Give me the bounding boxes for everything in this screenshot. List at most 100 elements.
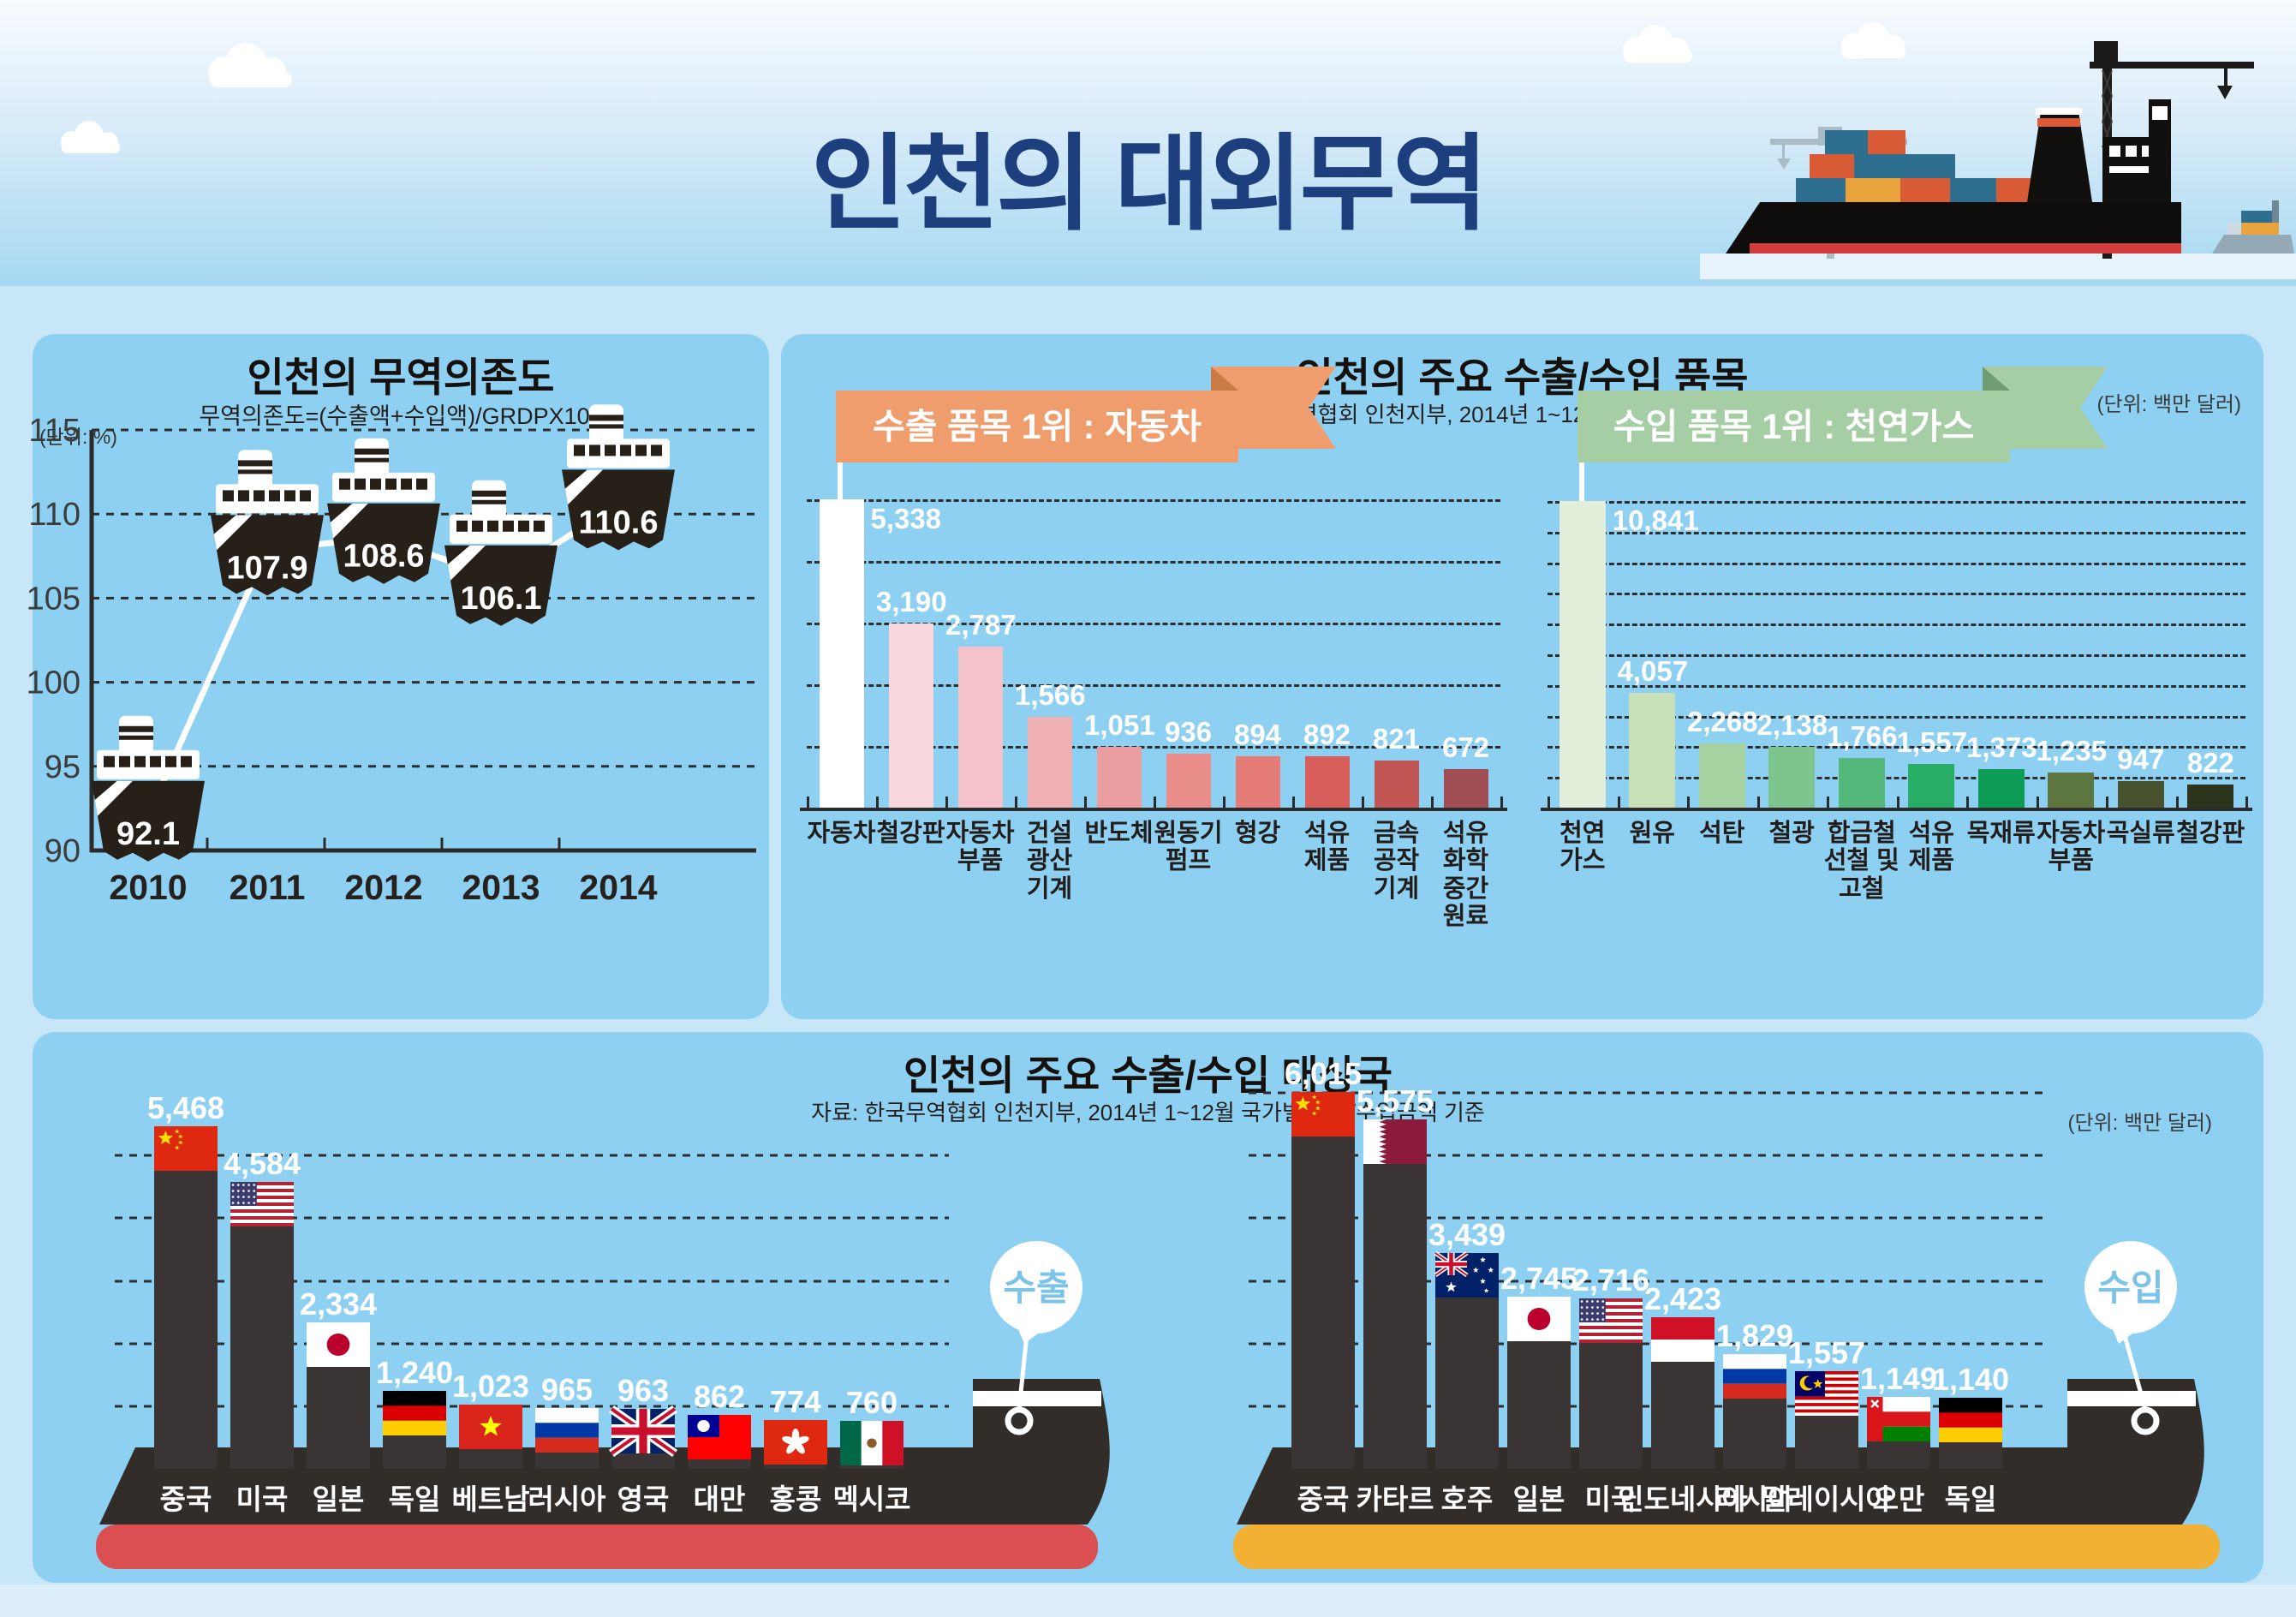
cargo-ship-icon: [1726, 99, 2181, 254]
vietnam-flag-icon: [459, 1405, 522, 1450]
bar-value: 5,338: [870, 503, 942, 534]
unit-label: (단위: %): [39, 426, 117, 448]
trade-items-panel: 인천의 주요 수출/수입 품목 자료: 한국무역협회 인천지부, 2014년 1…: [781, 334, 2263, 1019]
unit-label: (단위: 백만 달러): [2096, 393, 2241, 416]
axis-tick: [1548, 797, 1550, 808]
bar: [819, 499, 864, 808]
bar: [2187, 784, 2234, 808]
country-name: 인도네시아: [1618, 1483, 1748, 1515]
y-tick-label: 100: [27, 665, 81, 701]
category-label: 원동기 펌프: [1154, 820, 1223, 875]
gridline: [807, 499, 1500, 502]
country-value: 1,829: [1715, 1318, 1794, 1354]
bar: [1977, 768, 2025, 808]
ribbon-fold: [1211, 367, 1238, 391]
country-name: 러시아: [1715, 1483, 1794, 1515]
usa-flag-icon: [230, 1181, 294, 1226]
country-bar: [1795, 1371, 1858, 1469]
cargo-ship-port-illustration: [1700, 22, 2296, 279]
country-name: 미국: [236, 1483, 289, 1515]
country-name: 일본: [1512, 1483, 1565, 1515]
ribbon-pole: [838, 462, 843, 499]
country-flag: [307, 1322, 370, 1368]
country-name: 독일: [1944, 1483, 1997, 1515]
bar: [1768, 747, 1816, 808]
category-label: 철강판: [2176, 820, 2245, 847]
axis-tick: [1431, 797, 1434, 808]
country-bar: [1291, 1091, 1355, 1469]
axis-tick: [2245, 797, 2248, 808]
export-partners-ship-chart: 수출 5,468 중국 4,584 미국 2,334 일본 1,240 독일 1,023 베트남 96…: [84, 1090, 1133, 1576]
bar: [1443, 768, 1488, 808]
bar: [1698, 743, 1745, 808]
category-label: 원유: [1629, 820, 1675, 847]
axis-tick: [1223, 797, 1226, 808]
axis-tick: [1827, 797, 1829, 808]
y-tick-label: 110: [28, 497, 81, 533]
country-value: 1,023: [451, 1369, 530, 1405]
bar-value: 3,190: [876, 585, 947, 618]
country-bar: [764, 1420, 827, 1469]
bar: [1908, 763, 1955, 808]
y-tick-label: 105: [27, 581, 81, 617]
bar: [888, 623, 933, 808]
country-value: 4,584: [223, 1145, 301, 1181]
axis-tick: [2175, 797, 2179, 808]
country-bar: [154, 1125, 218, 1469]
country-value: 5,468: [146, 1089, 225, 1125]
bar-value: 821: [1372, 722, 1421, 755]
country-value: 1,149: [1859, 1360, 1938, 1396]
ribbon-face: [836, 391, 1238, 462]
axis-tick: [2106, 797, 2108, 808]
china-flag-icon: [154, 1125, 218, 1171]
y-tick-label: 90: [45, 833, 81, 869]
ship-hull: [1237, 1379, 2204, 1525]
badge-bubble: [2084, 1241, 2177, 1334]
ribbon-label: 수출 품목 1위 : 자동차: [873, 407, 1202, 446]
country-value: 1,557: [1787, 1335, 1866, 1370]
badge-label: 수입: [2097, 1268, 2163, 1308]
country-bar: [230, 1181, 294, 1469]
ship-marker-icon: 108.6: [327, 438, 440, 584]
russia-flag-icon: [535, 1408, 599, 1453]
cloud-icon: [61, 121, 120, 153]
gridline: [1548, 562, 2245, 565]
x-tick-label: 2010: [109, 868, 187, 907]
axis-tick: [876, 797, 879, 808]
country-flag: [764, 1420, 827, 1465]
ship-waterline-belt: [1233, 1525, 2220, 1569]
ribbon-fold: [1983, 367, 2010, 391]
gridline: [1548, 777, 2245, 780]
country-bar: [1579, 1298, 1643, 1469]
axis-tick: [1966, 797, 1969, 808]
category-label: 석탄: [1699, 820, 1745, 847]
axis-tick: [1896, 797, 1899, 808]
country-bar: [1507, 1297, 1571, 1469]
category-label: 자동차 부품: [945, 820, 1015, 875]
cloud-icon: [208, 43, 292, 87]
bar: [1559, 501, 1606, 808]
country-flag: [1291, 1091, 1355, 1137]
country-name: 오만: [1872, 1483, 1925, 1515]
ship-marker-icon: 107.9: [211, 450, 324, 596]
category-label: 목재류: [1966, 820, 2036, 847]
cloud-icon: [1623, 25, 1692, 63]
x-axis: [800, 808, 1507, 811]
country-name: 중국: [1297, 1483, 1350, 1515]
germany-flag-icon: [383, 1391, 446, 1436]
trade-dependency-panel: 인천의 무역의존도 무역의존도=(수출액+수입액)/GRDPX100 (단위: …: [27, 334, 769, 1019]
country-value: 2,745: [1500, 1261, 1578, 1297]
country-value: 1,240: [375, 1355, 454, 1391]
country-bar: [840, 1421, 903, 1469]
category-label: 자동차: [807, 820, 876, 847]
ship-marker-icon: 106.1: [444, 480, 558, 626]
axis-tick: [1015, 797, 1017, 808]
export-rank-ribbon: 수출 품목 1위 : 자동차: [836, 367, 1336, 499]
page-title: 인천의 대외무역: [810, 125, 1489, 242]
data-value: 110.6: [579, 504, 659, 540]
gridline: [807, 561, 1500, 564]
country-name: 미국: [1584, 1483, 1637, 1515]
japan-flag-icon: [1507, 1297, 1571, 1342]
category-label: 석유 화학 중간 원료: [1442, 820, 1489, 931]
